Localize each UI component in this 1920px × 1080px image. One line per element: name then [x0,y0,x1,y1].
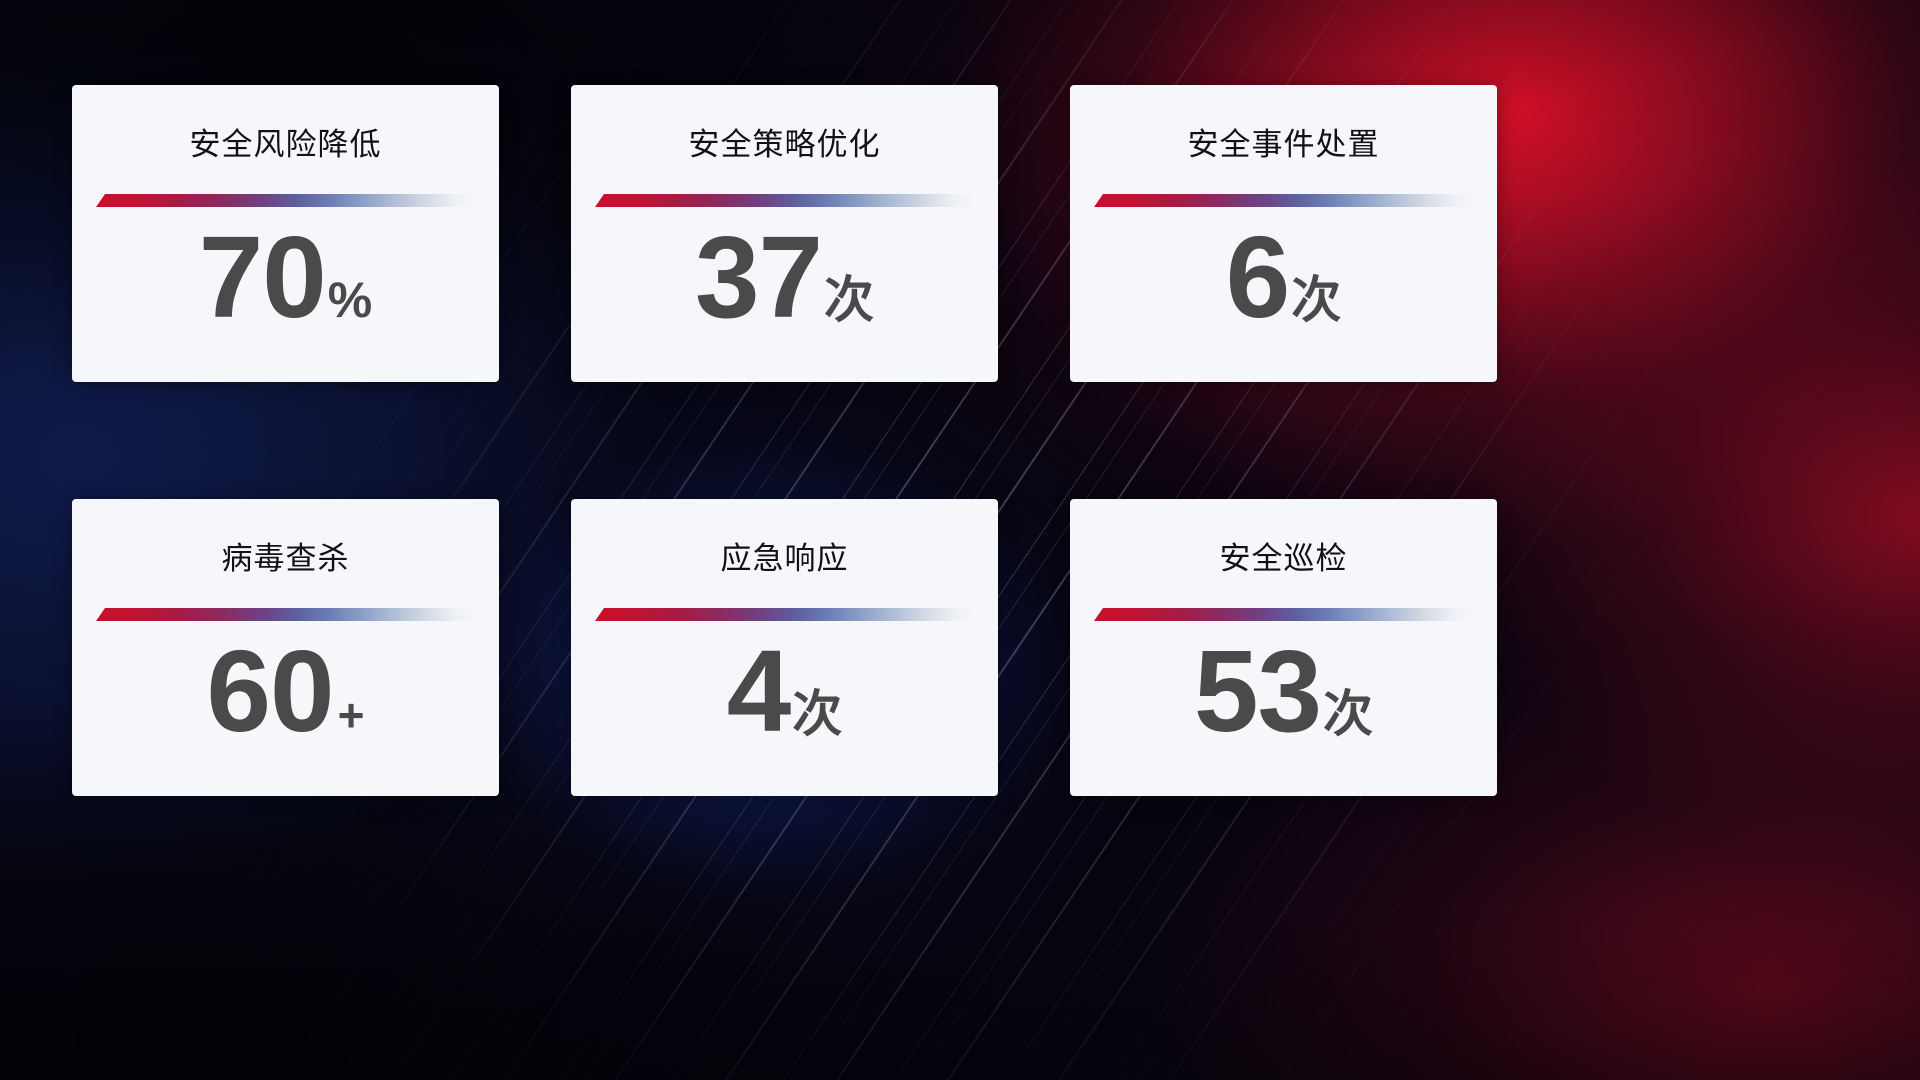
metric-unit: 次 [1291,271,1342,328]
gradient-divider [96,608,475,621]
gradient-divider [1094,194,1473,207]
metric-value-row: 53 次 [1070,625,1497,756]
gradient-divider [595,608,974,621]
metric-value-row: 37 次 [571,211,998,342]
metric-value-row: 4 次 [571,625,998,756]
gradient-divider [96,194,475,207]
metric-unit: 次 [792,685,843,742]
metric-value: 4 [726,625,792,756]
metric-card[interactable]: 安全巡检 53 次 [1070,499,1497,796]
metric-title: 应急响应 [720,541,849,576]
metric-card[interactable]: 安全风险降低 70 % [72,85,499,382]
metric-value: 70 [198,211,327,342]
metric-card[interactable]: 安全策略优化 37 次 [571,85,998,382]
metric-card[interactable]: 应急响应 4 次 [571,499,998,796]
metric-title: 安全风险降低 [189,127,382,162]
metric-value: 37 [694,211,823,342]
metric-unit: + [337,688,365,741]
metric-value: 6 [1225,211,1291,342]
metric-title: 安全事件处置 [1187,127,1380,162]
gradient-divider [1094,608,1473,621]
metric-card[interactable]: 安全事件处置 6 次 [1070,85,1497,382]
gradient-divider [595,194,974,207]
metric-value-row: 6 次 [1070,211,1497,342]
metric-value-row: 70 % [72,211,499,342]
metric-title: 安全巡检 [1219,541,1348,576]
metric-value: 53 [1193,625,1322,756]
metric-unit: 次 [1323,685,1374,742]
metric-title: 安全策略优化 [688,127,881,162]
metric-unit: 次 [824,271,875,328]
metric-value-row: 60 + [72,625,499,756]
metric-card[interactable]: 病毒查杀 60 + [72,499,499,796]
metric-card-grid: 安全风险降低 70 % 安全策略优化 37 次 安全事件处置 6 次 [72,85,1497,796]
metric-unit: % [327,271,373,328]
metric-value: 60 [206,625,335,756]
metric-title: 病毒查杀 [221,541,350,576]
